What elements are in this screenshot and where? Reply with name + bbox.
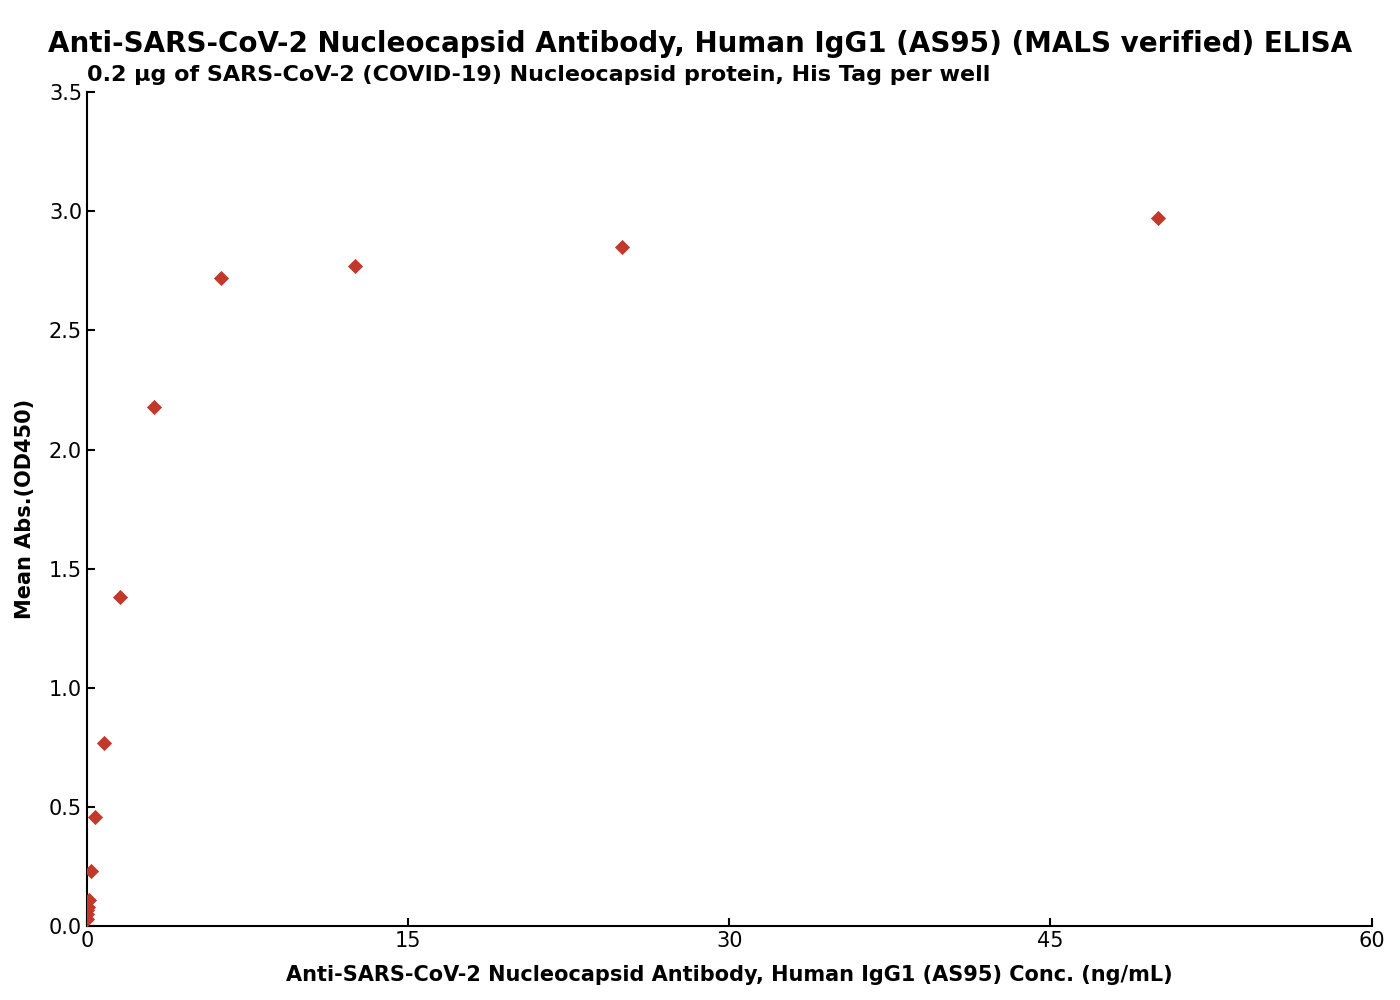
Point [109, 589, 132, 605]
Point [76, 906, 98, 922]
Point [77, 899, 99, 915]
Point [80, 863, 102, 879]
Point [92, 735, 115, 751]
Text: Anti-SARS-CoV-2 Nucleocapsid Antibody, Human IgG1 (AS95) (MALS verified) ELISA: Anti-SARS-CoV-2 Nucleocapsid Antibody, H… [48, 30, 1352, 58]
Point [143, 399, 165, 415]
Point [78, 892, 101, 908]
Point [84, 809, 106, 825]
Point [610, 239, 633, 255]
Text: 0.2 μg of SARS-CoV-2 (COVID-19) Nucleocapsid protein, His Tag per well: 0.2 μg of SARS-CoV-2 (COVID-19) Nucleoca… [87, 65, 990, 85]
Point [1147, 210, 1169, 226]
X-axis label: Anti-SARS-CoV-2 Nucleocapsid Antibody, Human IgG1 (AS95) Conc. (ng/mL): Anti-SARS-CoV-2 Nucleocapsid Antibody, H… [286, 965, 1173, 985]
Point [76, 902, 98, 918]
Point [210, 270, 232, 286]
Y-axis label: Mean Abs.(OD450): Mean Abs.(OD450) [15, 399, 35, 619]
Point [76, 911, 98, 927]
Point [343, 258, 365, 274]
